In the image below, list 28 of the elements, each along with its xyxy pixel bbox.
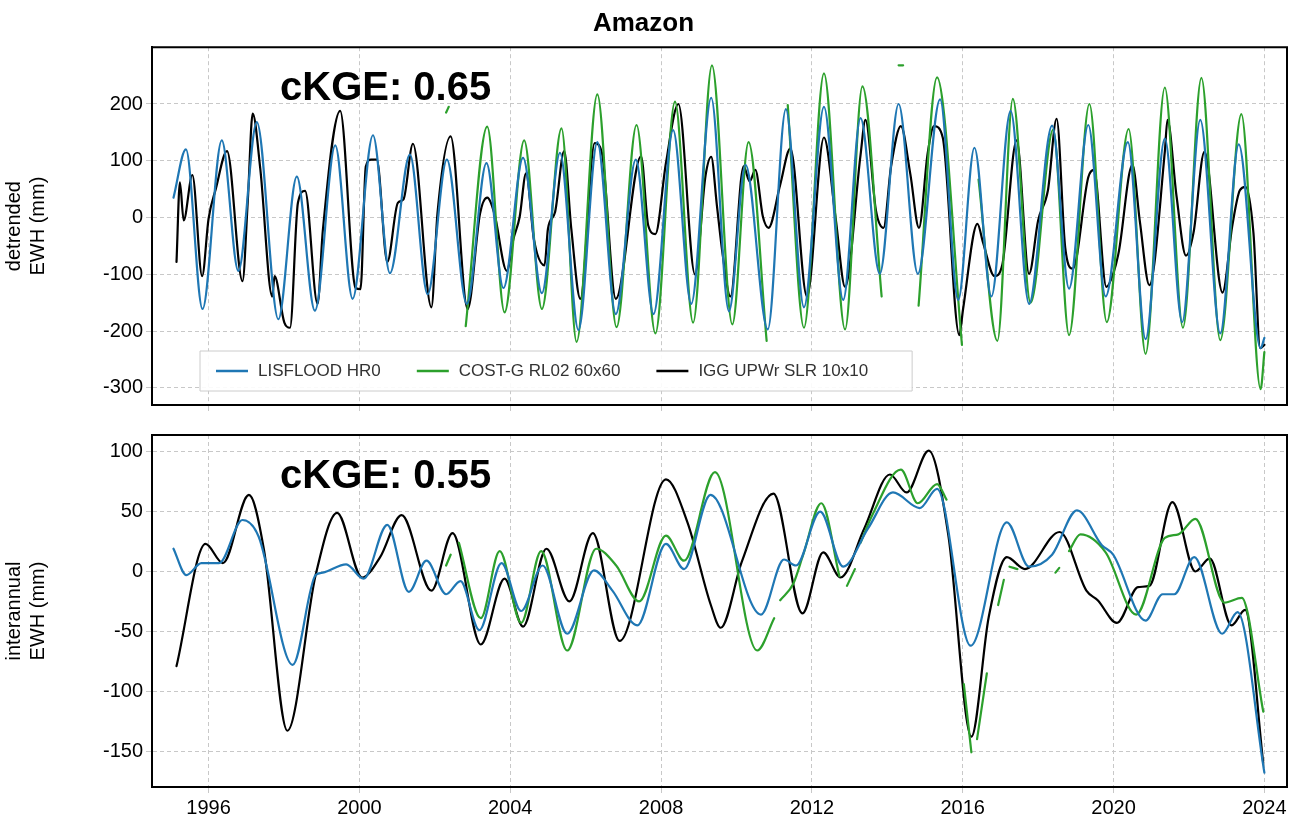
legend-label: IGG UPWr SLR 10x10 — [698, 360, 869, 380]
y-axis-title: detrended EWH (mm) — [1, 176, 48, 276]
y-tick-label: 200 — [109, 91, 143, 114]
x-tick-label: 2012 — [789, 795, 835, 818]
x-tick-label: 2000 — [337, 795, 382, 818]
x-tick-label: 2008 — [638, 795, 684, 818]
annotation: cKGE: 0.65 — [280, 64, 492, 109]
y-tick-label: -100 — [102, 261, 143, 284]
y-tick-label: 0 — [131, 205, 143, 228]
annotation: cKGE: 0.55 — [280, 452, 492, 497]
x-tick-label: 2016 — [940, 795, 985, 818]
y-tick-label: -300 — [102, 375, 143, 398]
y-tick-label: 100 — [109, 148, 143, 171]
y-tick-label: 100 — [109, 439, 143, 462]
y-tick-label: 0 — [131, 559, 143, 582]
y-tick-label: -100 — [102, 678, 143, 701]
y-axis-title: interannual EWH (mm) — [1, 561, 48, 661]
legend-label: COST-G RL02 60x60 — [458, 360, 621, 380]
y-tick-label: -50 — [114, 618, 143, 641]
x-tick-label: 2004 — [487, 795, 533, 818]
x-tick-label: 2024 — [1242, 795, 1287, 818]
y-tick-label: -200 — [102, 318, 143, 341]
legend-label: LISFLOOD HR0 — [258, 360, 381, 380]
y-tick-label: -150 — [102, 738, 143, 761]
y-tick-label: 50 — [120, 499, 143, 522]
chart-title: Amazon — [592, 6, 695, 37]
x-tick-label: 2020 — [1091, 795, 1136, 818]
x-tick-label: 1996 — [186, 795, 231, 818]
